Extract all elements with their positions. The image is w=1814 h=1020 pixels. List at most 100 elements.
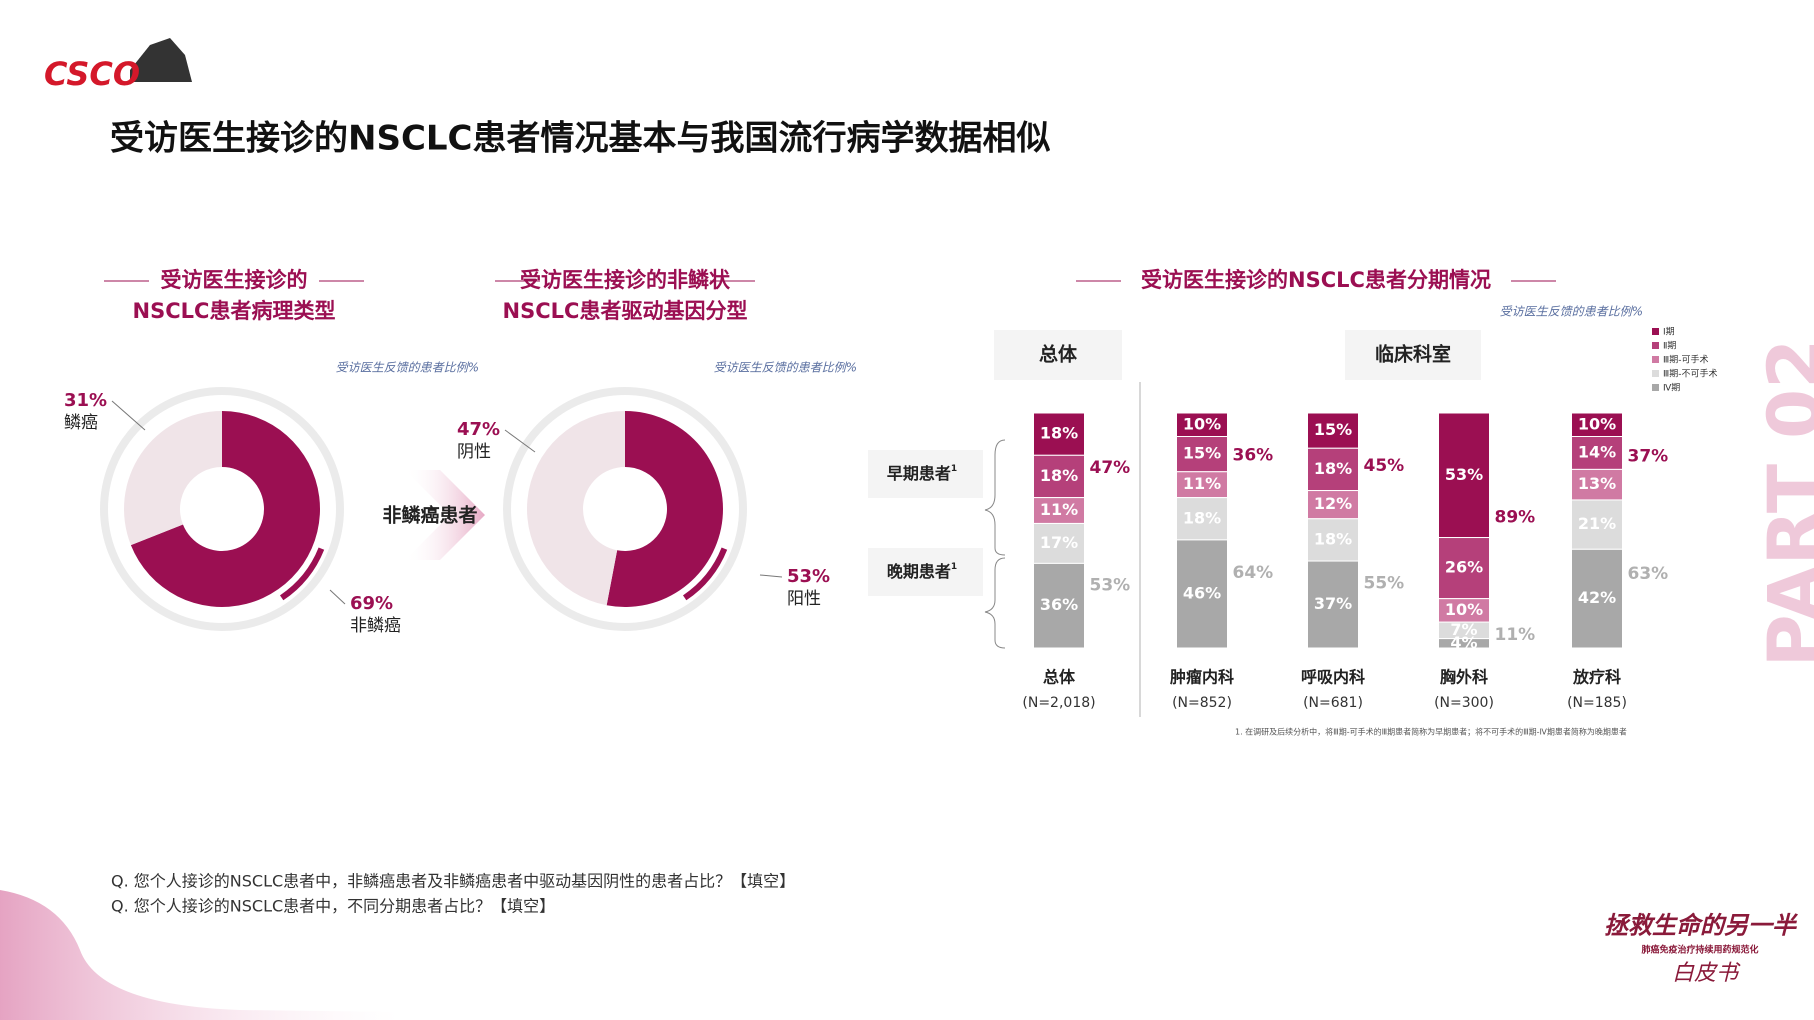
slice-label: 阳性 xyxy=(787,589,821,609)
chart-title: NSCLC患者驱动基因分型 xyxy=(503,299,748,323)
bar-segment xyxy=(1307,490,1359,520)
slice-value: 31% xyxy=(64,390,107,411)
bar-segment xyxy=(1438,412,1490,539)
legend-label: Ⅰ期 xyxy=(1663,327,1675,338)
chart-title: 受访医生接诊的 xyxy=(161,268,308,292)
x-tick-label: 呼吸内科 xyxy=(1301,668,1365,687)
panel-header-box xyxy=(994,330,1122,380)
bar-value-label: 14% xyxy=(1578,442,1616,461)
sample-size: (N=2,018) xyxy=(1022,695,1095,711)
bar-value-label: 10% xyxy=(1183,414,1221,433)
group-total: 45% xyxy=(1364,456,1405,476)
slice-value: 69% xyxy=(350,593,393,614)
slide-title: 受访医生接诊的NSCLC患者情况基本与我国流行病学数据相似 xyxy=(110,119,1051,159)
chart-title: 受访医生接诊的非鳞状 xyxy=(520,268,731,292)
group-total: 64% xyxy=(1233,563,1274,583)
bar-value-label: 10% xyxy=(1578,414,1616,433)
chart-subtitle: 受访医生反馈的患者比例% xyxy=(336,361,479,375)
group-total: 53% xyxy=(1090,576,1131,596)
bar-value-label: 11% xyxy=(1040,500,1078,519)
bar-value-label: 46% xyxy=(1183,583,1221,602)
bar-value-label: 53% xyxy=(1445,465,1483,484)
group-label: 晚期患者1 xyxy=(887,562,957,581)
bar-value-label: 17% xyxy=(1040,533,1078,552)
halo xyxy=(503,387,747,631)
chart-subtitle: 受访医生反馈的患者比例% xyxy=(1500,305,1643,319)
donut-slice xyxy=(130,411,320,607)
x-tick-label: 肿瘤内科 xyxy=(1170,668,1234,687)
bar-segment xyxy=(1033,522,1085,564)
question: Q. 您个人接诊的NSCLC患者中，不同分期患者占比？【填空】 xyxy=(111,897,555,916)
bar-value-label: 18% xyxy=(1040,424,1078,443)
group-total: 47% xyxy=(1090,458,1131,478)
bar-value-label: 7% xyxy=(1450,620,1477,639)
arrow-label: 非鳞癌患者 xyxy=(382,504,477,527)
legend-swatch xyxy=(1652,328,1659,335)
bar-value-label: 18% xyxy=(1314,459,1352,478)
bar-segment xyxy=(1438,638,1490,649)
legend-label: Ⅲ期-不可手术 xyxy=(1663,368,1717,380)
slice-label: 鳞癌 xyxy=(64,413,98,433)
donut-slice xyxy=(606,411,724,607)
footnote-mark: 1 xyxy=(951,562,957,572)
bar-value-label: 26% xyxy=(1445,558,1483,577)
leader xyxy=(759,574,783,578)
bar-segment xyxy=(1438,537,1490,600)
bar-value-label: 18% xyxy=(1314,529,1352,548)
halo xyxy=(100,387,344,631)
group-total: 89% xyxy=(1495,508,1536,528)
group-name: 晚期患者 xyxy=(887,562,951,581)
bar-segment xyxy=(1307,560,1359,649)
bar-value-label: 42% xyxy=(1578,588,1616,607)
part-label: PART 02 xyxy=(1753,339,1814,667)
legend-swatch xyxy=(1652,356,1659,363)
sample-size: (N=852) xyxy=(1172,695,1232,711)
slice-value: 53% xyxy=(787,566,830,587)
bar-segment xyxy=(1176,497,1228,541)
donut-slice xyxy=(124,411,222,546)
legend-label: Ⅱ期 xyxy=(1663,341,1676,352)
slice-label: 阴性 xyxy=(457,442,491,462)
chart-title: NSCLC患者病理类型 xyxy=(133,299,336,323)
group-name: 早期患者 xyxy=(887,464,951,483)
legend-swatch xyxy=(1652,370,1659,377)
leader xyxy=(504,429,536,453)
bar-value-label: 4% xyxy=(1450,633,1477,652)
group-total: 11% xyxy=(1495,625,1536,645)
brace xyxy=(984,557,1006,649)
bar-value-label: 15% xyxy=(1314,420,1352,439)
group-label: 早期患者1 xyxy=(887,464,957,483)
bar-value-label: 36% xyxy=(1040,595,1078,614)
logo: CSCO xyxy=(44,55,140,93)
bar-segment xyxy=(1176,539,1228,649)
legend-swatch xyxy=(1652,384,1659,391)
group-box xyxy=(868,450,983,498)
sample-size: (N=185) xyxy=(1567,695,1627,711)
bar-value-label: 12% xyxy=(1314,494,1352,513)
brand: 拯救生命的另一半 xyxy=(1604,912,1799,940)
group-total: 36% xyxy=(1233,445,1274,465)
arrow xyxy=(405,470,485,560)
brand: 白皮书 xyxy=(1672,960,1741,985)
bar-segment xyxy=(1307,447,1359,492)
leader xyxy=(329,589,346,605)
donut-slice xyxy=(527,411,625,606)
sample-size: (N=300) xyxy=(1434,695,1494,711)
bar-segment xyxy=(1176,471,1228,499)
bar-value-label: 11% xyxy=(1183,474,1221,493)
bar-value-label: 18% xyxy=(1040,466,1078,485)
bar-value-label: 13% xyxy=(1578,474,1616,493)
bar-segment xyxy=(1571,548,1623,649)
bar-segment xyxy=(1176,436,1228,473)
decoration xyxy=(0,890,400,1020)
bar-value-label: 15% xyxy=(1183,444,1221,463)
x-tick-label: 胸外科 xyxy=(1440,668,1488,687)
chart-title: 受访医生接诊的NSCLC患者分期情况 xyxy=(1141,268,1491,292)
leader xyxy=(111,400,146,431)
bar-segment xyxy=(1307,412,1359,449)
group-box xyxy=(868,548,983,596)
x-tick-label: 放疗科 xyxy=(1572,668,1621,687)
logo-wall xyxy=(130,38,192,82)
bar-segment xyxy=(1307,518,1359,562)
